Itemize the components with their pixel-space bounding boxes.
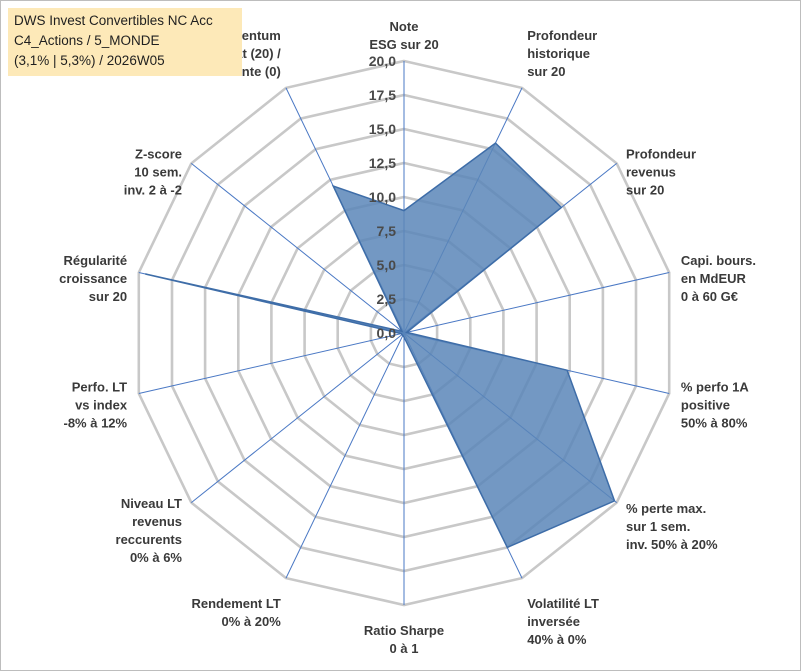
axis-spoke <box>190 332 405 503</box>
axis-spoke <box>190 163 405 334</box>
axis-label: Z-score 10 sem. inv. 2 à -2 <box>124 147 182 198</box>
radial-tick-label: 15,0 <box>369 121 396 137</box>
axis-label: Note ESG sur 20 <box>369 19 438 52</box>
axis-label: % perte max. sur 1 sem. inv. 50% à 20% <box>626 501 718 552</box>
axis-label: Rendement LT 0% à 20% <box>191 596 281 629</box>
series-layer <box>145 142 616 549</box>
axis-spoke <box>285 332 405 579</box>
radial-tick-label: 17,5 <box>369 87 396 103</box>
label-layer: Note ESG sur 20 Profondeur historique sur 20… <box>59 19 756 656</box>
radial-tick-label: 0,0 <box>377 325 397 341</box>
axis-label: Profondeur historique sur 20 <box>527 28 597 79</box>
chart-title-line-2: C4_Actions / 5_MONDE <box>14 33 160 48</box>
radial-tick-label: 2,5 <box>377 291 397 307</box>
axis-label: Ratio Sharpe 0 à 1 <box>364 623 444 656</box>
tick-layer: 0,0 2,5 5,0 7,5 10,0 12,5 15,0 17,5 20,0 <box>369 53 396 341</box>
radial-tick-label: 20,0 <box>369 53 396 69</box>
axis-label: Volatilité LT inversée 40% à 0% <box>527 596 599 647</box>
radial-tick-label: 12,5 <box>369 155 396 171</box>
axis-label: Perfo. LT vs index -8% à 12% <box>64 379 128 430</box>
axis-label: Profondeur revenus sur 20 <box>626 147 696 198</box>
axis-spoke <box>138 332 405 394</box>
axis-label: Capi. bours. en MdEUR 0 à 60 G€ <box>681 253 756 304</box>
radial-tick-label: 7,5 <box>377 223 397 239</box>
radial-tick-label: 5,0 <box>377 257 397 273</box>
chart-title-line-1: DWS Invest Convertibles NC Acc <box>14 13 213 28</box>
radial-tick-label: 10,0 <box>369 189 396 205</box>
axis-label: Niveau LT revenus reccurents 0% à 6% <box>116 496 183 565</box>
axis-label: % perfo 1A positive 50% à 80% <box>681 379 750 430</box>
chart-title-line-3: (3,1% | 5,3%) / 2026W05 <box>14 53 165 68</box>
chart-title-box: DWS Invest Convertibles NC Acc C4_Action… <box>8 8 242 76</box>
series-area <box>145 142 616 549</box>
axis-label: Régularité croissance sur 20 <box>59 253 127 304</box>
axis-spoke <box>403 272 670 334</box>
